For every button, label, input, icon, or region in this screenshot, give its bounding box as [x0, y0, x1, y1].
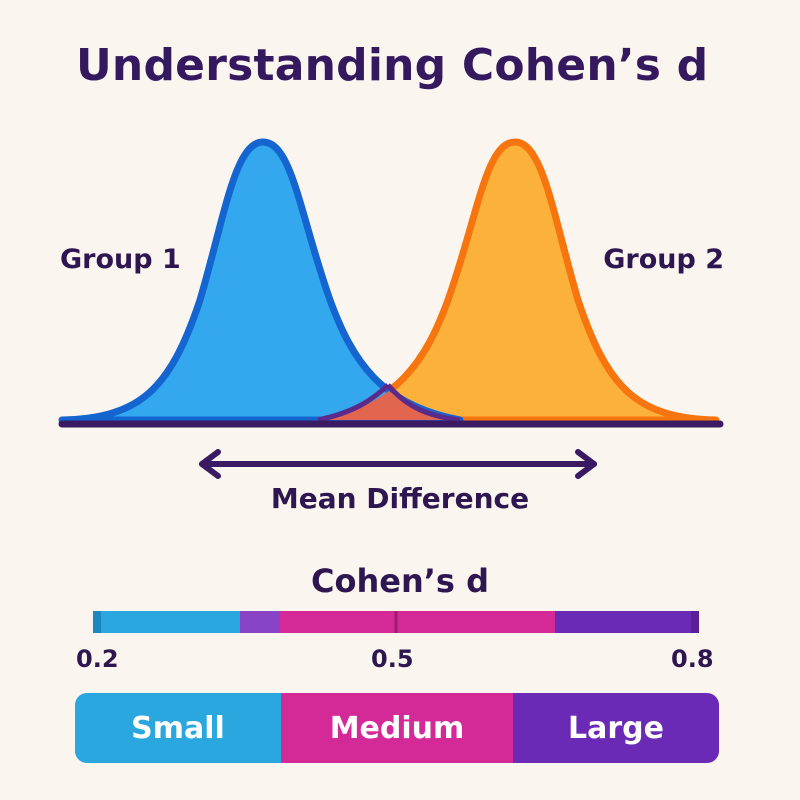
cohens-d-scale-bar: [93, 611, 699, 633]
category-medium: Medium: [281, 693, 513, 763]
diagram-title: Understanding Cohen’s d: [76, 40, 709, 91]
effect-size-categories: Small Medium Large: [75, 693, 719, 763]
scale-tick-high: 0.8: [671, 645, 714, 673]
category-large: Large: [513, 693, 719, 763]
category-small: Small: [75, 693, 281, 763]
group-1-label: Group 1: [60, 244, 181, 275]
group-2-distribution: [314, 138, 720, 424]
scale-tick-mid: 0.5: [371, 645, 414, 673]
group-1-distribution: [58, 138, 464, 424]
scale-title: Cohen’s d: [311, 562, 489, 600]
group-2-label: Group 2: [603, 244, 724, 275]
scale-tick-low: 0.2: [76, 645, 119, 673]
mean-difference-label: Mean Difference: [270, 482, 530, 515]
mean-difference-arrow: [199, 449, 597, 479]
